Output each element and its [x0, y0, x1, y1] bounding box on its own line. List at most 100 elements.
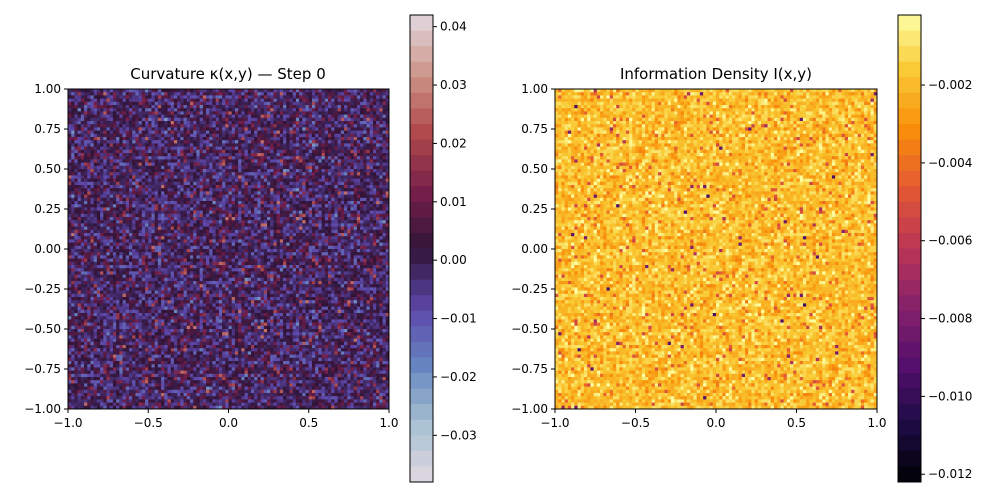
heatmap-cell: [71, 153, 75, 157]
heatmap-cell: [186, 101, 191, 106]
heatmap-cell: [212, 165, 217, 170]
heatmap-cell: [376, 95, 380, 99]
heatmap-cell: [337, 220, 342, 224]
heatmap-cell: [212, 226, 217, 231]
heatmap-cell: [180, 185, 184, 189]
heatmap-cell: [283, 233, 287, 237]
heatmap-cell: [382, 236, 387, 240]
heatmap-cell: [334, 233, 339, 237]
heatmap-cell: [93, 159, 98, 163]
heatmap-cell: [295, 185, 300, 189]
heatmap-cell: [286, 111, 290, 115]
heatmap-cell: [231, 101, 236, 106]
heatmap-cell: [337, 245, 342, 250]
heatmap-cell: [369, 204, 374, 208]
heatmap-cell: [283, 89, 287, 93]
heatmap-cell: [234, 121, 239, 125]
heatmap-cell: [80, 108, 85, 112]
heatmap-cell: [283, 156, 287, 160]
heatmap-cell: [315, 207, 319, 211]
heatmap-cell: [372, 117, 377, 122]
heatmap-cell: [344, 175, 348, 179]
heatmap-cell: [151, 124, 156, 128]
heatmap-cell: [382, 156, 387, 160]
heatmap-cell: [212, 201, 217, 205]
heatmap-cell: [206, 220, 210, 224]
heatmap-cell: [74, 117, 79, 122]
heatmap-cell: [106, 89, 111, 93]
heatmap-cell: [311, 213, 316, 218]
heatmap-cell: [295, 140, 300, 144]
heatmap-cell: [145, 130, 149, 135]
heatmap-cell: [292, 143, 297, 147]
heatmap-cell: [324, 210, 329, 215]
heatmap-cell: [189, 114, 194, 119]
heatmap-cell: [321, 217, 326, 221]
heatmap-cell: [311, 117, 316, 122]
heatmap-cell: [260, 213, 265, 218]
heatmap-cell: [215, 101, 220, 106]
heatmap-cell: [302, 159, 306, 163]
heatmap-cell: [289, 181, 294, 186]
heatmap-cell: [372, 156, 377, 160]
heatmap-cell: [334, 172, 339, 176]
heatmap-cell: [218, 127, 223, 131]
heatmap-cell: [202, 101, 207, 106]
heatmap-cell: [112, 89, 117, 93]
heatmap-cell: [199, 181, 204, 186]
heatmap-cell: [231, 143, 236, 147]
heatmap-cell: [334, 89, 339, 93]
heatmap-cell: [173, 188, 178, 192]
heatmap-cell: [318, 159, 322, 163]
heatmap-cell: [372, 165, 377, 170]
heatmap-cell: [138, 105, 143, 109]
heatmap-cell: [311, 169, 316, 173]
heatmap-cell: [234, 175, 239, 179]
heatmap-cell: [119, 223, 123, 227]
heatmap-cell: [369, 162, 374, 167]
heatmap-cell: [308, 130, 313, 135]
heatmap-cell: [289, 175, 294, 179]
heatmap-cell: [241, 101, 245, 106]
heatmap-cell: [212, 95, 217, 99]
heatmap-cell: [87, 242, 91, 247]
heatmap-cell: [334, 111, 339, 115]
heatmap-cell: [376, 121, 380, 125]
heatmap-cell: [141, 121, 146, 125]
heatmap-cell: [360, 165, 364, 170]
heatmap-cell: [164, 124, 168, 128]
heatmap-cell: [321, 226, 326, 231]
heatmap-cell: [196, 121, 201, 125]
heatmap-cell: [122, 191, 127, 195]
heatmap-cell: [315, 159, 319, 163]
heatmap-cell: [324, 156, 329, 160]
heatmap-cell: [125, 178, 130, 183]
heatmap-cell: [170, 159, 175, 163]
heatmap-cell: [154, 175, 159, 179]
heatmap-cell: [257, 181, 261, 186]
heatmap-cell: [331, 124, 335, 128]
heatmap-cell: [340, 175, 345, 179]
heatmap-cell: [122, 213, 127, 218]
heatmap-cell: [302, 117, 306, 122]
heatmap-cell: [87, 201, 91, 205]
heatmap-cell: [125, 191, 130, 195]
heatmap-cell: [350, 114, 355, 119]
heatmap-cell: [347, 220, 351, 224]
heatmap-cell: [84, 117, 88, 122]
heatmap-cell: [180, 181, 184, 186]
heatmap-cell: [100, 245, 104, 250]
heatmap-cell: [170, 95, 175, 99]
heatmap-cell: [161, 117, 165, 122]
heatmap-cell: [189, 226, 194, 231]
heatmap-cell: [254, 181, 258, 186]
heatmap-cell: [299, 236, 303, 240]
heatmap-cell: [315, 133, 319, 138]
heatmap-cell: [286, 210, 290, 215]
heatmap-cell: [337, 98, 342, 103]
heatmap-cell: [151, 210, 156, 215]
heatmap-cell: [334, 207, 339, 211]
heatmap-cell: [334, 92, 339, 96]
heatmap-cell: [218, 156, 223, 160]
heatmap-cell: [186, 181, 191, 186]
